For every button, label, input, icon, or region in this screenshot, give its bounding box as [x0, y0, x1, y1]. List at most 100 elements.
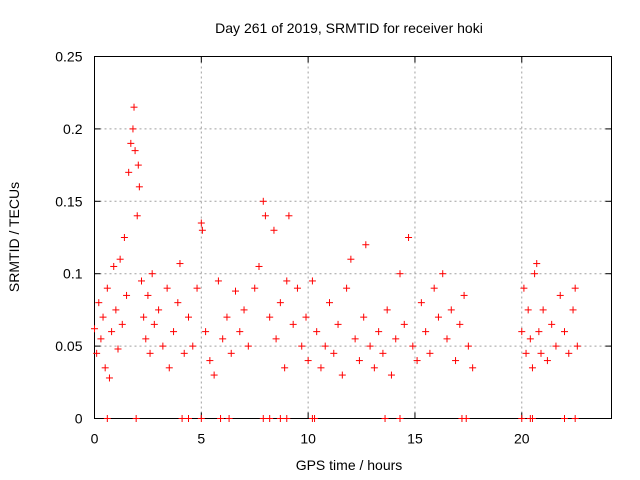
data-point [174, 299, 182, 307]
y-tick-label: 0 [75, 411, 83, 427]
data-point [133, 212, 141, 220]
data-point [360, 313, 368, 321]
data-point [118, 320, 126, 328]
data-point [148, 270, 156, 278]
data-point [185, 415, 192, 422]
data-point [430, 284, 438, 292]
data-points [91, 103, 581, 422]
data-point [110, 262, 118, 270]
data-point [443, 335, 451, 343]
data-point [543, 357, 551, 365]
axis-ticks: 0 0.05 0.1 0.15 0.2 0.25 0 5 10 15 20 [55, 49, 612, 447]
data-point [227, 349, 235, 357]
data-point [330, 349, 338, 357]
data-point [375, 328, 383, 336]
data-point [103, 415, 111, 422]
data-point [396, 270, 404, 278]
data-point [381, 415, 389, 422]
data-point [289, 320, 297, 328]
data-point [524, 306, 532, 314]
data-point [311, 415, 319, 422]
data-point [270, 226, 278, 234]
data-point [272, 335, 280, 343]
data-point [535, 328, 543, 336]
plot-frame [94, 56, 612, 419]
data-point [469, 364, 477, 372]
data-point [120, 234, 128, 241]
data-point [140, 313, 148, 321]
data-point [321, 342, 329, 350]
data-point [392, 335, 400, 343]
data-point [561, 415, 568, 422]
y-tick-label: 0.25 [55, 49, 82, 65]
data-point [409, 342, 417, 350]
data-point [561, 328, 568, 336]
data-point [447, 306, 455, 314]
data-point [464, 342, 472, 350]
data-point [105, 374, 113, 382]
data-point [528, 364, 536, 372]
data-point [108, 328, 116, 336]
data-point [293, 284, 301, 292]
data-point [528, 415, 536, 422]
data-point [131, 147, 139, 155]
data-point [405, 234, 413, 241]
data-point [180, 349, 188, 357]
data-point [259, 197, 267, 205]
data-point [539, 306, 547, 314]
grid-lines [94, 56, 612, 419]
data-point [251, 284, 259, 292]
data-point [400, 320, 408, 328]
data-point [548, 320, 556, 328]
data-point [155, 306, 163, 314]
data-point [170, 328, 178, 336]
data-point [97, 335, 105, 343]
data-point [198, 226, 206, 234]
data-point [456, 320, 464, 328]
data-point [522, 349, 530, 357]
y-axis-label: SRMTID / TECUs [6, 182, 22, 292]
data-point [266, 415, 274, 422]
data-point [163, 284, 171, 292]
chart-title: Day 261 of 2019, SRMTID for receiver hok… [215, 20, 483, 36]
data-point [214, 277, 222, 285]
data-point [144, 291, 152, 299]
data-point [571, 415, 579, 422]
data-point [462, 415, 470, 422]
data-point [426, 349, 434, 357]
data-point [556, 291, 564, 299]
x-tick-label: 0 [91, 431, 99, 447]
data-point [135, 183, 143, 191]
data-point [573, 342, 581, 350]
data-point [347, 255, 355, 263]
data-point [313, 328, 321, 336]
data-point [552, 342, 560, 350]
y-tick-label: 0.05 [55, 338, 82, 354]
data-point [223, 313, 231, 321]
data-point [351, 335, 359, 343]
data-point [202, 328, 210, 336]
data-point [338, 371, 346, 379]
y-tick-label: 0.1 [63, 266, 83, 282]
data-point [302, 313, 310, 321]
data-point [91, 325, 98, 333]
data-point [197, 219, 205, 227]
data-point [276, 415, 284, 422]
data-point [531, 270, 539, 278]
data-point [379, 349, 387, 357]
data-point [298, 342, 306, 350]
data-point [518, 328, 526, 336]
data-point [176, 260, 184, 268]
data-point [123, 291, 131, 299]
data-point [569, 306, 577, 314]
data-point [255, 262, 263, 270]
data-point [134, 161, 142, 169]
data-point [116, 255, 124, 263]
data-point [355, 357, 363, 365]
data-point [343, 284, 351, 292]
data-point [150, 320, 158, 328]
data-point [146, 349, 154, 357]
data-point [383, 306, 391, 314]
data-point [129, 125, 137, 133]
